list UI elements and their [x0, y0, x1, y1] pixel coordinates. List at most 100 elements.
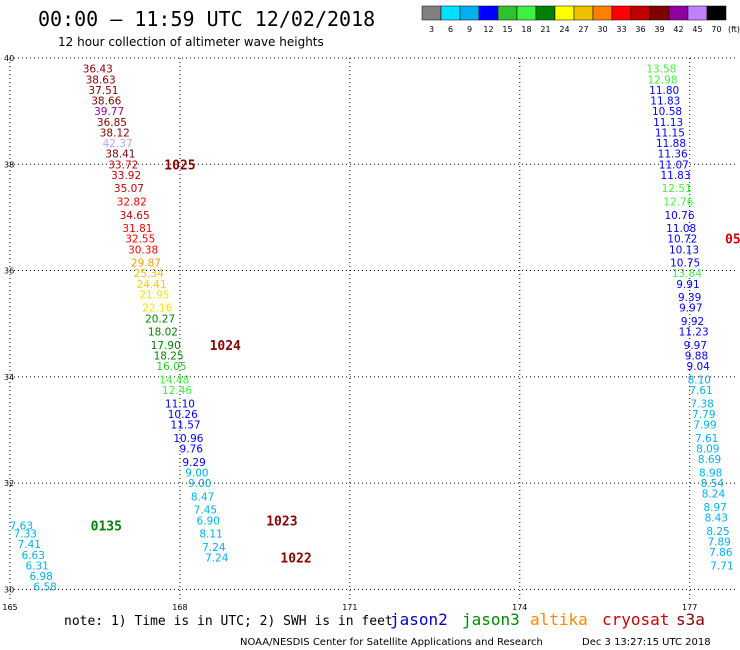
wave-height-label: 6.31 — [25, 560, 48, 572]
y-tick-label: 38 — [4, 160, 14, 169]
scale-swatch — [497, 5, 518, 21]
wave-height-label: 7.79 — [692, 409, 715, 421]
scale-label: 21 — [540, 25, 550, 34]
wave-height-label: 7.61 — [695, 433, 718, 445]
wave-height-label: 30.38 — [128, 244, 158, 256]
wave-height-label: 10.26 — [168, 409, 198, 421]
wave-height-label: 12.98 — [647, 74, 677, 86]
wave-height-label: 9.00 — [185, 467, 208, 479]
wave-height-label: 9.00 — [188, 478, 211, 490]
wave-height-label: 7.86 — [709, 547, 733, 559]
wave-height-label: 12.51 — [662, 183, 692, 195]
wave-height-label: 7.99 — [693, 420, 716, 432]
scale-swatch — [649, 5, 670, 21]
wave-height-label: 38.41 — [105, 149, 135, 161]
grid-lines — [9, 57, 735, 600]
wave-height-label: 34.65 — [120, 210, 150, 222]
x-tick-label: 171 — [342, 603, 357, 612]
scale-label: 45 — [692, 25, 702, 34]
wave-height-label: 33.92 — [111, 170, 141, 182]
wave-height-label: 31.81 — [122, 223, 152, 235]
color-scale: 3 6 9 12 15 18 21 24 27 30 33 36 39 42 45 70 (ft) — [421, 5, 740, 34]
x-tick-label: 177 — [682, 603, 697, 612]
scale-label: 39 — [654, 25, 664, 34]
wave-height-label: 11.88 — [656, 138, 686, 150]
scale-unit: (ft) — [728, 25, 740, 34]
wave-height-label: 7.24 — [205, 552, 229, 564]
wave-height-label: 9.97 — [679, 303, 702, 315]
wave-height-label: 7.33 — [14, 529, 37, 541]
scale-swatch — [535, 5, 556, 21]
scale-label: 18 — [521, 25, 531, 34]
scale-label: 15 — [502, 25, 512, 34]
scale-label: 12 — [483, 25, 493, 34]
scale-swatch — [592, 5, 613, 21]
wave-height-label: 18.02 — [148, 327, 178, 339]
wave-height-label: 36.43 — [83, 64, 113, 76]
wave-height-label: 11.13 — [653, 117, 683, 129]
scale-label: 30 — [597, 25, 607, 34]
scale-label: 70 — [711, 25, 721, 34]
wave-height-label: 35.07 — [114, 183, 144, 195]
wave-height-label: 32.82 — [117, 196, 147, 208]
satellite-legend: jason2 jason3 altika cryosat s3a — [390, 610, 705, 629]
credit-right: Dec 3 13:27:15 UTC 2018 — [582, 637, 711, 648]
wave-height-label: 8.11 — [199, 529, 222, 541]
wave-height-label: 8.25 — [706, 526, 729, 538]
scale-label: 9 — [467, 25, 472, 34]
wave-height-label: 9.91 — [676, 279, 699, 291]
data-marks: 36.4338.6337.5138.6639.7736.8538.1242.37… — [10, 64, 740, 594]
wave-height-label: 9.29 — [182, 457, 205, 469]
wave-height-label: 11.57 — [171, 420, 201, 432]
wave-height-label: 9.92 — [681, 316, 704, 328]
scale-label: 33 — [616, 25, 626, 34]
wave-height-label: 8.24 — [702, 489, 726, 501]
scale-swatch — [421, 5, 442, 21]
wave-height-label: 8.54 — [701, 478, 725, 490]
pass-time-label: 1022 — [280, 551, 311, 566]
wave-height-label: 6.58 — [33, 582, 56, 594]
wave-height-label: 8.47 — [191, 491, 214, 503]
satellite-name: cryosat — [602, 610, 669, 629]
y-tick-label: 36 — [4, 267, 14, 276]
wave-height-label: 7.41 — [18, 539, 41, 551]
wave-height-label: 11.08 — [666, 223, 696, 235]
scale-label: 36 — [635, 25, 645, 34]
scale-label: 24 — [559, 25, 569, 34]
wave-height-label: 7.61 — [689, 385, 712, 397]
wave-height-label: 8.43 — [705, 513, 728, 525]
wave-height-label: 7.24 — [202, 542, 226, 554]
pass-time-label: 1023 — [266, 514, 297, 529]
wave-height-label: 33.72 — [108, 159, 138, 171]
scale-swatch — [440, 5, 461, 21]
wave-height-label: 8.98 — [699, 467, 722, 479]
wave-height-label: 10.72 — [667, 234, 697, 246]
satellite-name: altika — [530, 610, 588, 629]
wave-height-label: 37.51 — [88, 85, 118, 97]
y-tick-label: 40 — [4, 54, 14, 63]
wave-height-label: 10.76 — [664, 210, 694, 222]
wave-height-label: 11.80 — [649, 85, 679, 97]
x-tick-label: 174 — [512, 603, 527, 612]
wave-height-label: 10.96 — [173, 433, 203, 445]
scale-swatch — [516, 5, 537, 21]
wave-height-label: 11.36 — [658, 149, 688, 161]
wave-height-label: 7.89 — [707, 537, 730, 549]
wave-height-label: 38.66 — [91, 96, 121, 108]
wave-height-label: 8.10 — [688, 374, 711, 386]
wave-height-label: 9.04 — [686, 361, 710, 373]
wave-height-label: 13.84 — [672, 268, 702, 280]
wave-height-label: 32.55 — [125, 234, 155, 246]
wave-height-label: 38.63 — [86, 74, 116, 86]
scale-swatch — [706, 5, 727, 21]
wave-height-label: 9.39 — [678, 292, 701, 304]
satellite-name: s3a — [676, 610, 705, 629]
chart-title: 00:00 – 11:59 UTC 12/02/2018 — [38, 7, 375, 31]
wave-height-label: 21.95 — [139, 289, 169, 301]
pass-time-label: 1025 — [164, 158, 195, 173]
wave-height-label: 7.38 — [690, 398, 713, 410]
scale-swatch — [573, 5, 594, 21]
wave-height-label: 8.97 — [703, 502, 726, 514]
wave-height-label: 17.90 — [151, 340, 181, 352]
